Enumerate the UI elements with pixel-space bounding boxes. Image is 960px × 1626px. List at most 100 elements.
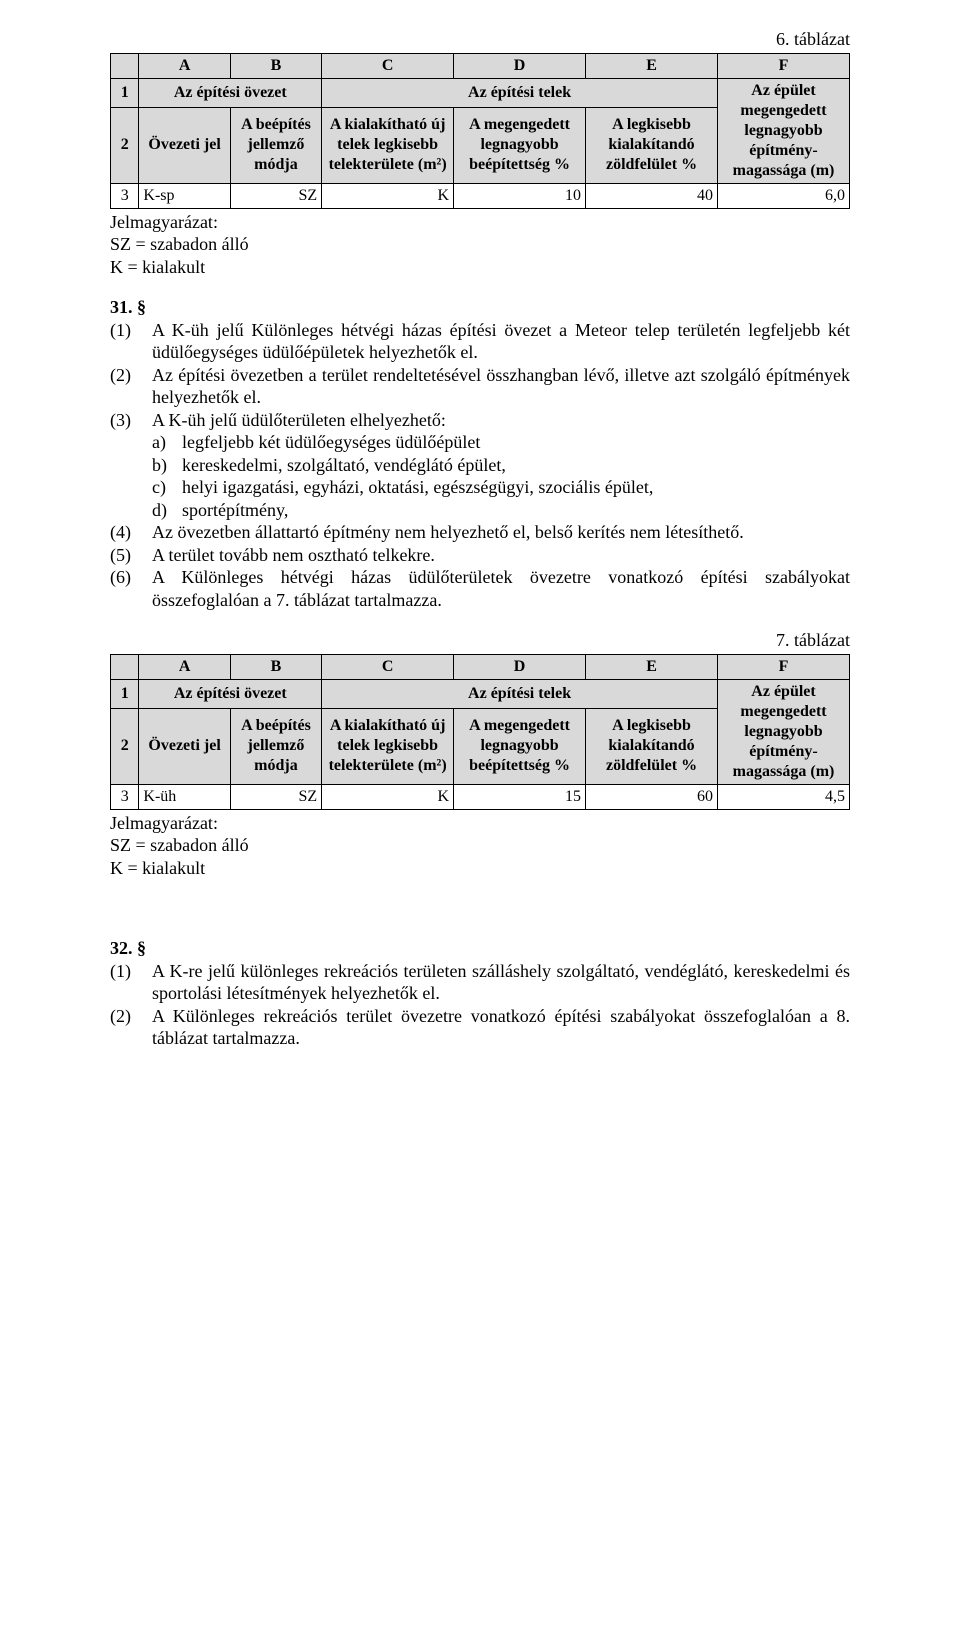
section31-item-num: (2) xyxy=(110,364,152,409)
t7-col-B: B xyxy=(230,654,321,679)
section31-item-body: A Különleges hétvégi házas üdülőterülete… xyxy=(152,566,850,611)
table7: A B C D E F 1 Az építési övezet Az építé… xyxy=(110,654,850,810)
t7-legend-0: Jelmagyarázat: xyxy=(110,812,850,835)
t7-hdr-C: A kialakítható új telek legkisebb telekt… xyxy=(322,708,454,784)
t6-corner xyxy=(111,53,139,78)
t7-data-C: K xyxy=(322,784,454,809)
section31-subitem-pad xyxy=(110,499,152,522)
t6-hdr-D: A megengedett legnagyobb beépítettség % xyxy=(454,107,586,183)
section31-item-num: (1) xyxy=(110,319,152,364)
t7-col-E: E xyxy=(586,654,718,679)
t6-hdr-A: Övezeti jel xyxy=(139,107,230,183)
t6-row1-num: 1 xyxy=(111,78,139,107)
section31-subitem-inner: d)sportépítmény, xyxy=(152,499,850,522)
section31-item: (5)A terület tovább nem osztható telkekr… xyxy=(110,544,850,567)
t7-row1-span2: Az építési telek xyxy=(322,679,718,708)
t7-data-row: 3 K-üh SZ K 15 60 4,5 xyxy=(111,784,850,809)
section31-subitem-letter: d) xyxy=(152,499,182,522)
t7-col-C: C xyxy=(322,654,454,679)
t6-hdr-F: Az épület megengedett legnagyobb építmén… xyxy=(718,78,850,183)
section31-subitem: c)helyi igazgatási, egyházi, oktatási, e… xyxy=(110,476,850,499)
t7-legend-2: K = kialakult xyxy=(110,857,850,880)
section32-title: 32. § xyxy=(110,937,850,960)
section31-subitem-letter: b) xyxy=(152,454,182,477)
section31-subitem: d)sportépítmény, xyxy=(110,499,850,522)
section31-subitem-inner: b)kereskedelmi, szolgáltató, vendéglátó … xyxy=(152,454,850,477)
t7-data-A: K-üh xyxy=(139,784,230,809)
t6-row1-span1: Az építési övezet xyxy=(139,78,322,107)
section31-item-num: (4) xyxy=(110,521,152,544)
t7-data-D: 15 xyxy=(454,784,586,809)
section31-item-num: (5) xyxy=(110,544,152,567)
t7-row1-num: 1 xyxy=(111,679,139,708)
section31-subitem-pad xyxy=(110,476,152,499)
t7-data-B: SZ xyxy=(230,784,321,809)
section32-item-num: (1) xyxy=(110,960,152,1005)
section31-subitem-text: legfeljebb két üdülőegységes üdülőépület xyxy=(182,431,850,454)
section31-item: (4)Az övezetben állattartó építmény nem … xyxy=(110,521,850,544)
section31-subitem-letter: a) xyxy=(152,431,182,454)
t6-hdr-E: A legkisebb kialakítandó zöldfelület % xyxy=(586,107,718,183)
section31-item-body: A K-üh jelű üdülőterületen elhelyezhető: xyxy=(152,409,850,432)
t7-corner xyxy=(111,654,139,679)
section32-item: (1)A K-re jelű különleges rekreációs ter… xyxy=(110,960,850,1005)
t7-legend-1: SZ = szabadon álló xyxy=(110,834,850,857)
t7-hdr-E: A legkisebb kialakítandó zöldfelület % xyxy=(586,708,718,784)
section31-subitem-text: sportépítmény, xyxy=(182,499,850,522)
table7-label: 7. táblázat xyxy=(110,629,850,652)
t6-data-rownum: 3 xyxy=(111,183,139,208)
t6-data-B: SZ xyxy=(230,183,321,208)
section31-subitem-letter: c) xyxy=(152,476,182,499)
t7-hdr-F: Az épület megengedett legnagyobb építmén… xyxy=(718,679,850,784)
t7-hdr-A: Övezeti jel xyxy=(139,708,230,784)
t6-legend-2: K = kialakult xyxy=(110,256,850,279)
t7-data-rownum: 3 xyxy=(111,784,139,809)
t6-data-D: 10 xyxy=(454,183,586,208)
table7-legend: Jelmagyarázat: SZ = szabadon álló K = ki… xyxy=(110,812,850,880)
section31-item-num: (6) xyxy=(110,566,152,611)
t6-col-B: B xyxy=(230,53,321,78)
table6: A B C D E F 1 Az építési övezet Az építé… xyxy=(110,53,850,209)
section31-item-num: (3) xyxy=(110,409,152,432)
t6-row2-num: 2 xyxy=(111,107,139,183)
t7-col-A: A xyxy=(139,654,230,679)
t6-hdr-C: A kialakítható új telek legkisebb telekt… xyxy=(322,107,454,183)
section31-subitem-inner: a)legfeljebb két üdülőegységes üdülőépül… xyxy=(152,431,850,454)
t7-hdr-D: A megengedett legnagyobb beépítettség % xyxy=(454,708,586,784)
section31-subitem: a)legfeljebb két üdülőegységes üdülőépül… xyxy=(110,431,850,454)
document-page: 6. táblázat A B C D E F 1 Az építési öve… xyxy=(0,0,960,1626)
t6-data-C: K xyxy=(322,183,454,208)
section31-subitem-pad xyxy=(110,454,152,477)
t6-data-row: 3 K-sp SZ K 10 40 6,0 xyxy=(111,183,850,208)
t7-col-F: F xyxy=(718,654,850,679)
section31-item-body: Az építési övezetben a terület rendeltet… xyxy=(152,364,850,409)
t6-data-E: 40 xyxy=(586,183,718,208)
t6-col-C: C xyxy=(322,53,454,78)
t7-hdr-B: A beépítés jellemző módja xyxy=(230,708,321,784)
section31-item-body: A terület tovább nem osztható telkekre. xyxy=(152,544,850,567)
section31-title: 31. § xyxy=(110,296,850,319)
t6-col-F: F xyxy=(718,53,850,78)
section31-subitem-pad xyxy=(110,431,152,454)
t6-col-D: D xyxy=(454,53,586,78)
section31-subitem-inner: c)helyi igazgatási, egyházi, oktatási, e… xyxy=(152,476,850,499)
section31-subitem: b)kereskedelmi, szolgáltató, vendéglátó … xyxy=(110,454,850,477)
t7-row2-num: 2 xyxy=(111,708,139,784)
section32-item-body: A Különleges rekreációs terület övezetre… xyxy=(152,1005,850,1050)
t6-hdr-B: A beépítés jellemző módja xyxy=(230,107,321,183)
section31-item: (1)A K-üh jelű Különleges hétvégi házas … xyxy=(110,319,850,364)
t7-data-F: 4,5 xyxy=(718,784,850,809)
section31-item-body: Az övezetben állattartó építmény nem hel… xyxy=(152,521,850,544)
table6-legend: Jelmagyarázat: SZ = szabadon álló K = ki… xyxy=(110,211,850,279)
t6-row1-span2: Az építési telek xyxy=(322,78,718,107)
section31-subitem-text: helyi igazgatási, egyházi, oktatási, egé… xyxy=(182,476,850,499)
t7-row1-span1: Az építési övezet xyxy=(139,679,322,708)
section31-item-body: A K-üh jelű Különleges hétvégi házas épí… xyxy=(152,319,850,364)
t6-col-E: E xyxy=(586,53,718,78)
t6-legend-1: SZ = szabadon álló xyxy=(110,233,850,256)
t6-data-A: K-sp xyxy=(139,183,230,208)
section31-subitem-text: kereskedelmi, szolgáltató, vendéglátó ép… xyxy=(182,454,850,477)
section31-item: (6)A Különleges hétvégi házas üdülőterül… xyxy=(110,566,850,611)
section32-item: (2)A Különleges rekreációs terület öveze… xyxy=(110,1005,850,1050)
t7-data-E: 60 xyxy=(586,784,718,809)
